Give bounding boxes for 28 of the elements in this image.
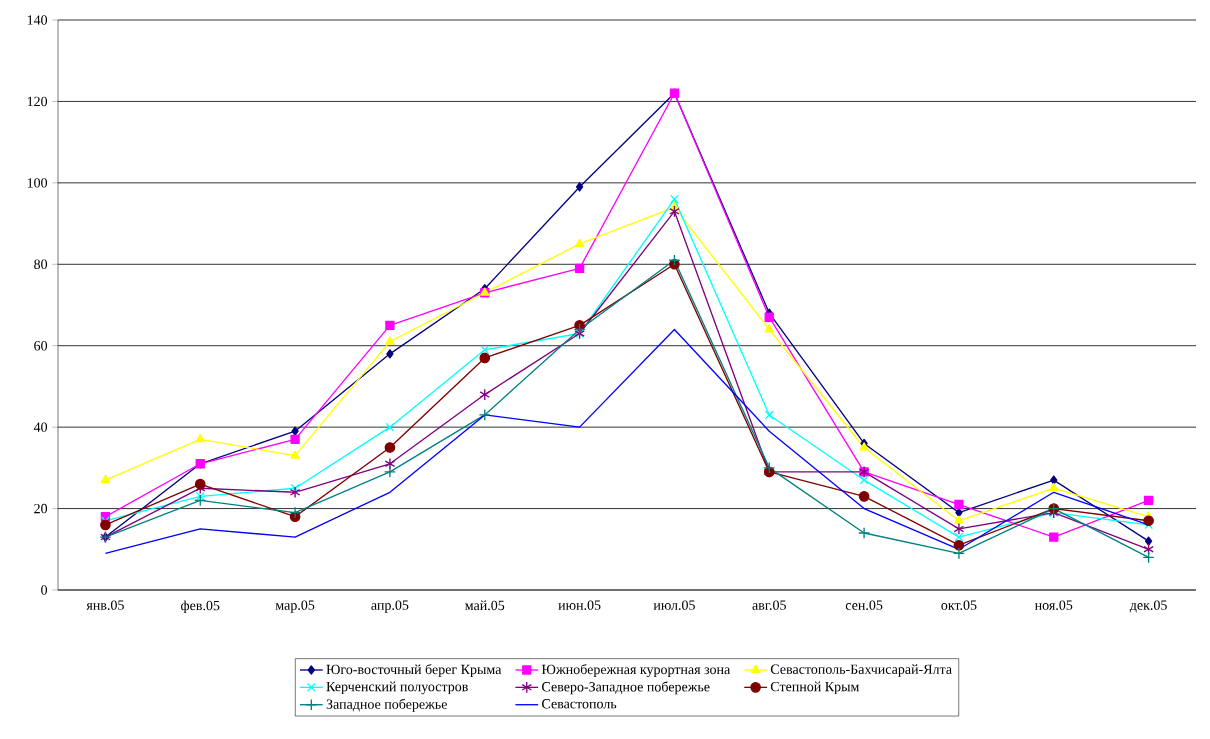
legend-label: Севастополь [542, 699, 617, 709]
x-tick-label: ноя.05 [1034, 600, 1073, 610]
y-tick-label: 40 [33, 422, 48, 432]
x-tick-label: сен.05 [845, 600, 883, 610]
x-tick-label: янв.05 [86, 600, 124, 610]
x-tick-label: дек.05 [1129, 600, 1167, 613]
legend-label: Южнобережная курортная зона [541, 664, 731, 678]
legend-label: Степной Крым [770, 681, 860, 695]
x-tick-label: май.05 [465, 600, 505, 611]
x-tick-label: фев.05 [181, 600, 220, 614]
legend-label: Керченский полуостров [326, 681, 468, 695]
legend-label: Севастополь-Бахчисарай-Ялта [770, 664, 952, 677]
y-tick-label: 20 [34, 503, 48, 514]
x-tick-label: авг.05 [752, 600, 786, 610]
x-tick-label: июл.05 [653, 600, 695, 610]
y-tick-label: 140 [27, 15, 48, 25]
legend-label: Западное побережье [326, 698, 447, 712]
legend-label: Северо-Западное побережье [542, 681, 710, 695]
y-tick-label: 120 [27, 96, 48, 107]
x-tick-label: мар.05 [275, 600, 315, 613]
x-tick-label: июн.05 [558, 600, 601, 610]
legend-label: Юго-восточный берег Крыма [326, 664, 502, 677]
x-tick-label: апр.05 [371, 600, 409, 613]
y-tick-label: 60 [34, 340, 48, 351]
y-tick-label: 0 [41, 585, 48, 595]
y-tick-label: 80 [34, 259, 48, 270]
y-tick-label: 100 [27, 178, 48, 188]
x-tick-label: окт.05 [941, 600, 977, 610]
